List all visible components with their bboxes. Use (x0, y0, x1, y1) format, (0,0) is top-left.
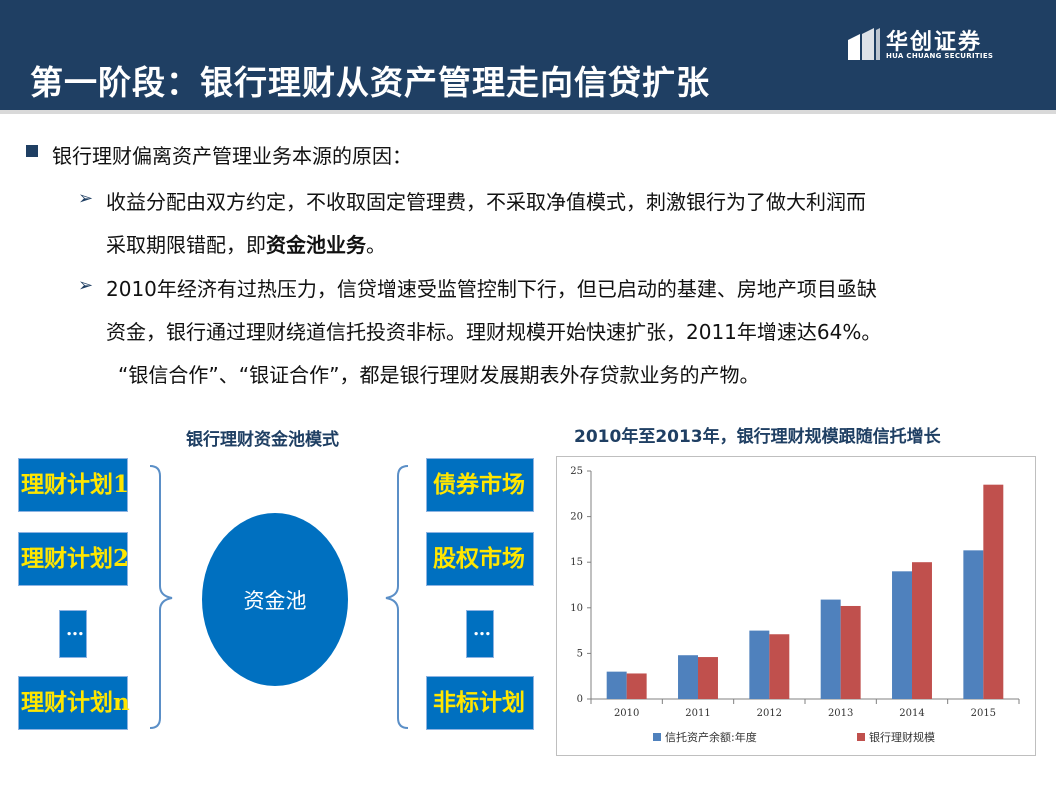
sub-bullet-1-line-1: 收益分配由双方约定，不收取固定管理费，不采取净值模式，刺激银行为了做大利润而 (106, 190, 866, 214)
emphasis-fund-pool: 资金池业务 (266, 233, 366, 257)
fund-pool-label: 资金池 (243, 589, 307, 613)
y-tick-label: 20 (570, 512, 583, 523)
x-tick-label: 2015 (971, 708, 996, 719)
main-bullet-text: 银行理财偏离资产管理业务本源的原因： (52, 144, 412, 168)
page-title: 第一阶段：银行理财从资产管理走向信贷扩张 (30, 63, 710, 102)
x-tick-label: 2010 (614, 708, 639, 719)
x-tick-label: 2012 (757, 708, 782, 719)
bar-bank-wealth (912, 562, 932, 699)
fund-pool-circle: 资金池 (202, 513, 348, 686)
wealth-plan-box: 理财计划1 (18, 458, 129, 512)
logo-mark-icon (848, 28, 880, 60)
wealth-plan-box: 理财计划2 (18, 532, 129, 586)
x-tick-label: 2011 (685, 708, 710, 719)
y-tick-label: 0 (577, 694, 583, 705)
sub-bullet-1-line-2: 采取期限错配，即资金池业务。 (106, 233, 386, 257)
sub-bullet-2-line-1: 2010年经济有过热压力，信贷增速受监管控制下行，但已启动的基建、房地产项目亟缺 (106, 277, 877, 301)
x-tick-label: 2014 (899, 708, 924, 719)
ellipsis-box: … (59, 610, 87, 658)
bar-bank-wealth (769, 634, 790, 699)
bar-bank-wealth (626, 673, 647, 699)
legend-label: 信托资产余额:年度 (665, 730, 757, 744)
bar-trust-assets (749, 630, 770, 699)
chart-title: 2010年至2013年，银行理财规模跟随信托增长 (574, 427, 941, 447)
bar-trust-assets (606, 671, 627, 699)
ellipsis-box: … (466, 610, 494, 658)
y-tick-label: 5 (577, 648, 583, 659)
sub-bullet-2-line-2: 资金，银行通过理财绕道信托投资非标。理财规模开始快速扩张，2011年增速达64%… (106, 320, 882, 344)
bar-bank-wealth (698, 657, 718, 699)
bar-bank-wealth (840, 605, 861, 699)
company-logo: 华创证券 HUA CHUANG SECURITIES (846, 24, 996, 68)
chart-frame: 0 5 10 15 20 25 2010 2011 2012 2013 2014 2015 信托资产余额… (556, 456, 1036, 756)
bar-trust-assets (820, 599, 841, 699)
header-rule (0, 110, 1056, 114)
market-box: 债券市场 (426, 458, 534, 512)
logo-english-name: HUA CHUANG SECURITIES (886, 52, 994, 60)
bar-bank-wealth (983, 484, 1004, 699)
y-tick-label: 25 (570, 466, 583, 477)
right-brace-icon (385, 465, 409, 729)
x-tick-label: 2013 (828, 708, 853, 719)
header-bar: 第一阶段：银行理财从资产管理走向信贷扩张 华创证券 HUA CHUANG SEC… (0, 0, 1056, 114)
arrow-bullet-icon: ➢ (78, 275, 94, 296)
diagram-title: 银行理财资金池模式 (186, 430, 339, 450)
legend-label: 银行理财规模 (869, 730, 935, 744)
legend-swatch (653, 733, 661, 741)
bar-trust-assets (892, 571, 912, 699)
bar-trust-assets (963, 550, 984, 699)
arrow-bullet-icon: ➢ (78, 188, 94, 209)
wealth-plan-box: 理财计划n (18, 676, 130, 730)
y-tick-label: 10 (570, 603, 583, 614)
y-tick-label: 15 (570, 557, 583, 568)
logo-chinese-name: 华创证券 (886, 30, 983, 55)
sub-bullet-2-line-3: “银信合作”、“银证合作”，都是银行理财发展期表外存贷款业务的产物。 (118, 363, 760, 387)
market-box: 股权市场 (426, 532, 534, 586)
bar-chart: 0 5 10 15 20 25 2010 2011 2012 2013 2014 2015 信托资产余额… (570, 466, 1020, 744)
legend-swatch (857, 733, 865, 741)
bullet-square-icon (26, 145, 38, 157)
bar-trust-assets (678, 655, 698, 699)
left-brace-icon (149, 465, 173, 729)
market-box: 非标计划 (426, 676, 534, 730)
